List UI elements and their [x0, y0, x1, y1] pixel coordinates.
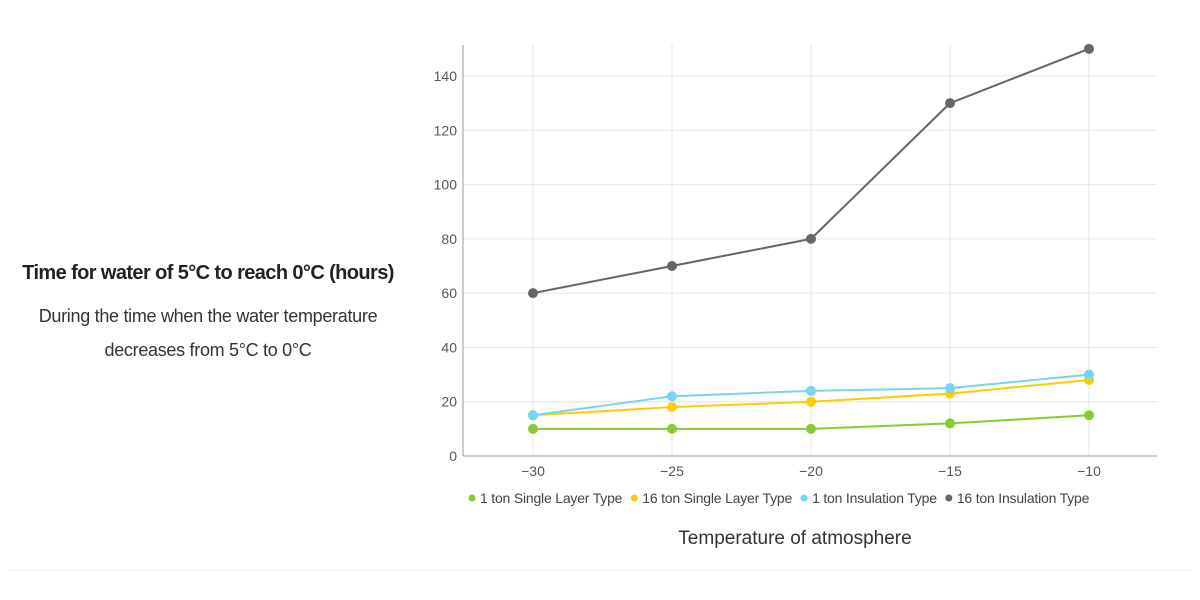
x-tick-label: −30	[521, 463, 545, 479]
data-point	[806, 396, 816, 407]
data-point	[945, 418, 955, 429]
data-point	[806, 423, 816, 434]
data-point	[945, 383, 955, 394]
data-point	[667, 391, 677, 402]
legend-item: 1 ton Single Layer Type	[468, 490, 623, 506]
x-tick-label: −15	[938, 463, 962, 479]
data-point	[1084, 410, 1094, 421]
legend-label: 1 ton Insulation Type	[812, 490, 937, 506]
y-tick-label: 80	[441, 231, 457, 247]
legend-label: 16 ton Single Layer Type	[642, 490, 792, 506]
y-tick-label: 120	[434, 122, 458, 138]
y-tick-label: 60	[441, 285, 457, 301]
chart-subheading: During the time when the water temperatu…	[38, 306, 378, 360]
y-tick-label: 40	[441, 339, 457, 355]
legend-marker-icon	[630, 494, 638, 502]
legend: 1 ton Single Layer Type 16 ton Single Lay…	[468, 490, 1090, 506]
x-tick-label: −25	[660, 463, 684, 479]
series-2	[528, 369, 1094, 421]
legend-item: 1 ton Insulation Type	[800, 490, 937, 506]
legend-label: 16 ton Insulation Type	[957, 490, 1090, 506]
y-tick-label: 0	[449, 448, 457, 464]
data-point	[667, 261, 677, 271]
data-point	[806, 233, 816, 244]
divider	[10, 570, 1190, 571]
chart-heading: Time for water of 5°C to reach 0°C (hour…	[22, 262, 394, 284]
x-tick-label: −10	[1077, 463, 1101, 479]
tick-labels: 0 20 40 60 80 100 120 140 −30 −25 −20 −15 −10	[434, 68, 1101, 479]
data-point	[945, 98, 955, 109]
legend-item: 16 ton Single Layer Type	[630, 490, 793, 506]
series-0	[528, 410, 1094, 434]
data-point	[667, 402, 677, 413]
legend-marker-icon	[468, 494, 476, 502]
series-lines	[528, 43, 1094, 434]
data-point	[1084, 369, 1094, 380]
data-point	[528, 410, 538, 421]
legend-marker-icon	[800, 494, 808, 502]
y-tick-label: 100	[434, 177, 458, 193]
data-point	[528, 423, 538, 434]
data-point	[528, 288, 538, 299]
data-point	[806, 385, 816, 396]
legend-label: 1 ton Single Layer Type	[480, 490, 623, 506]
x-axis-title: Temperature of atmosphere	[678, 528, 911, 549]
y-tick-label: 140	[434, 68, 458, 84]
data-point	[1084, 43, 1094, 54]
series-3	[528, 43, 1094, 299]
x-tick-label: −20	[799, 463, 823, 479]
legend-item: 16 ton Insulation Type	[945, 490, 1090, 506]
y-tick-label: 20	[441, 394, 457, 410]
axes	[462, 45, 1157, 457]
data-point	[667, 423, 677, 434]
legend-marker-icon	[945, 494, 953, 502]
chart-description: Time for water of 5°C to reach 0°C (hour…	[0, 262, 430, 367]
